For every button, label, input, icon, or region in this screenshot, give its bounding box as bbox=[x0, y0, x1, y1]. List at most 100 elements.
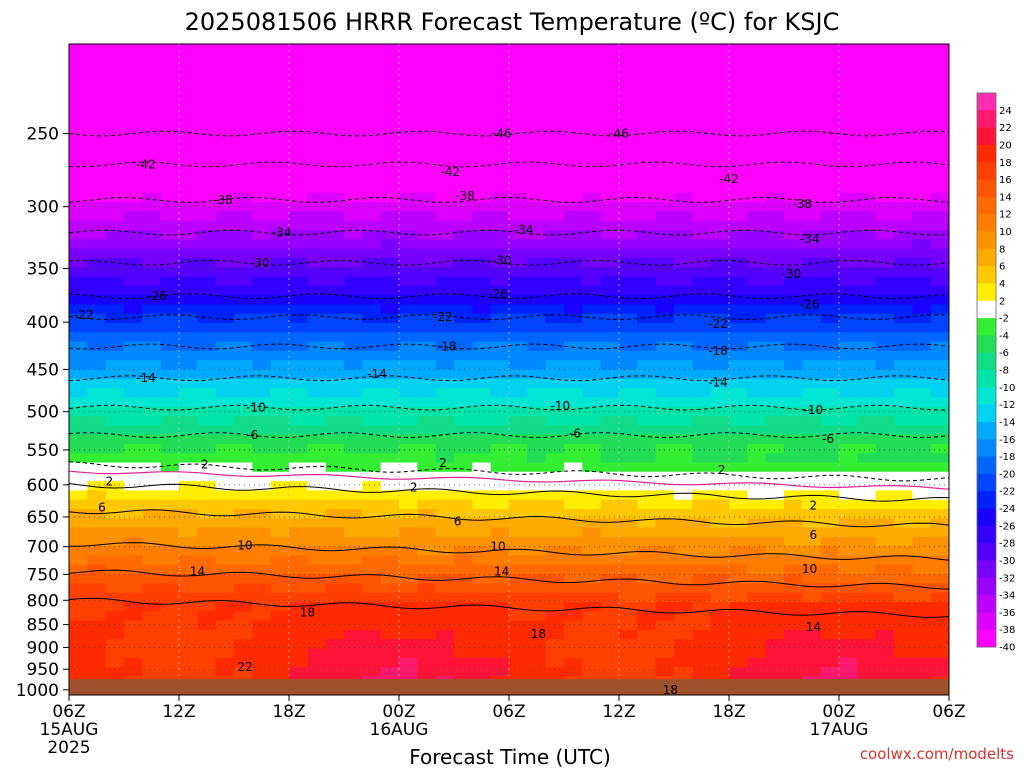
heatmap-cell bbox=[454, 267, 473, 278]
heatmap-cell bbox=[69, 220, 88, 231]
heatmap-cell bbox=[930, 509, 949, 519]
heatmap-cell bbox=[710, 536, 730, 547]
heatmap-cell bbox=[912, 509, 932, 519]
heatmap-cell bbox=[784, 192, 803, 203]
heatmap-cell bbox=[325, 192, 345, 203]
heatmap-cell bbox=[105, 62, 125, 73]
heatmap-cell bbox=[69, 127, 88, 138]
heatmap-cell bbox=[344, 118, 363, 129]
heatmap-cell bbox=[160, 536, 180, 547]
heatmap-cell bbox=[179, 304, 198, 315]
heatmap-cell bbox=[729, 555, 748, 566]
heatmap-cell bbox=[930, 592, 949, 603]
heatmap-cell bbox=[527, 332, 547, 343]
heatmap-cell bbox=[747, 285, 767, 296]
heatmap-cell bbox=[564, 518, 583, 529]
heatmap-cell bbox=[380, 109, 400, 119]
heatmap-cell bbox=[362, 81, 382, 92]
heatmap-cell bbox=[160, 62, 180, 73]
heatmap-cell bbox=[399, 285, 418, 296]
heatmap-cell bbox=[765, 369, 785, 380]
heatmap-cell bbox=[564, 667, 583, 677]
heatmap-cell bbox=[252, 285, 272, 296]
heatmap-cell bbox=[710, 118, 730, 129]
heatmap-cell bbox=[545, 295, 565, 305]
heatmap-cell bbox=[344, 629, 363, 640]
heatmap-cell bbox=[270, 118, 290, 129]
heatmap-cell bbox=[820, 323, 840, 333]
heatmap-cell bbox=[325, 230, 345, 240]
heatmap-cell bbox=[710, 146, 730, 157]
heatmap-cell bbox=[417, 313, 437, 324]
heatmap-cell bbox=[197, 574, 217, 584]
heatmap-cell bbox=[747, 406, 767, 417]
heatmap-cell bbox=[417, 453, 437, 464]
heatmap-cell bbox=[637, 183, 657, 194]
contour-label: 2 bbox=[410, 481, 418, 495]
heatmap-cell bbox=[124, 499, 143, 510]
heatmap-cell bbox=[509, 164, 528, 175]
heatmap-cell bbox=[545, 230, 565, 240]
heatmap-cell bbox=[619, 453, 638, 464]
heatmap-cell bbox=[875, 602, 895, 612]
heatmap-cell bbox=[875, 611, 895, 622]
heatmap-cell bbox=[160, 555, 180, 566]
heatmap-cell bbox=[875, 341, 895, 352]
heatmap-cell bbox=[215, 220, 235, 231]
heatmap-cell bbox=[802, 555, 822, 566]
heatmap-cell bbox=[655, 99, 675, 110]
heatmap-cell bbox=[894, 174, 913, 185]
heatmap-cell bbox=[362, 639, 382, 650]
heatmap-cell bbox=[765, 285, 785, 296]
heatmap-cell bbox=[307, 369, 327, 380]
heatmap-cell bbox=[472, 555, 492, 566]
heatmap-cell bbox=[417, 192, 437, 203]
heatmap-cell bbox=[527, 509, 547, 519]
heatmap-cell bbox=[509, 137, 528, 147]
heatmap-cell bbox=[252, 71, 272, 82]
heatmap-cell bbox=[894, 90, 913, 101]
heatmap-cell bbox=[692, 183, 712, 194]
heatmap-cell bbox=[875, 118, 895, 129]
heatmap-cell bbox=[435, 211, 455, 222]
heatmap-cell bbox=[399, 183, 418, 194]
heatmap-cell bbox=[234, 332, 253, 343]
heatmap-cell bbox=[490, 202, 510, 212]
heatmap-cell bbox=[197, 183, 217, 194]
heatmap-cell bbox=[417, 555, 437, 566]
heatmap-cell bbox=[472, 481, 492, 491]
heatmap-cell bbox=[344, 564, 363, 575]
heatmap-cell bbox=[105, 425, 125, 436]
heatmap-cell bbox=[252, 313, 272, 324]
heatmap-cell bbox=[69, 564, 88, 575]
heatmap-cell bbox=[619, 109, 638, 119]
heatmap-cell bbox=[270, 518, 290, 529]
heatmap-cell bbox=[784, 202, 803, 212]
heatmap-cell bbox=[600, 499, 620, 510]
heatmap-cell bbox=[399, 137, 418, 147]
heatmap-cell bbox=[619, 164, 638, 175]
heatmap-cell bbox=[270, 267, 290, 278]
heatmap-cell bbox=[765, 434, 785, 445]
heatmap-cell bbox=[234, 99, 253, 110]
heatmap-cell bbox=[454, 257, 473, 268]
heatmap-cell bbox=[912, 220, 932, 231]
heatmap-cell bbox=[564, 44, 583, 54]
colorbar-swatch bbox=[977, 196, 996, 215]
heatmap-cell bbox=[765, 276, 785, 287]
heatmap-cell bbox=[435, 397, 455, 408]
heatmap-cell bbox=[545, 657, 565, 668]
heatmap-cell bbox=[490, 350, 510, 361]
heatmap-cell bbox=[710, 639, 730, 650]
heatmap-cell bbox=[930, 313, 949, 324]
heatmap-cell bbox=[875, 518, 895, 529]
heatmap-cell bbox=[564, 183, 583, 194]
heatmap-cell bbox=[765, 536, 785, 547]
heatmap-cell bbox=[87, 332, 107, 343]
heatmap-cell bbox=[179, 536, 198, 547]
heatmap-cell bbox=[875, 369, 895, 380]
heatmap-cell bbox=[325, 462, 345, 473]
heatmap-cell bbox=[417, 602, 437, 612]
heatmap-cell bbox=[747, 276, 767, 287]
